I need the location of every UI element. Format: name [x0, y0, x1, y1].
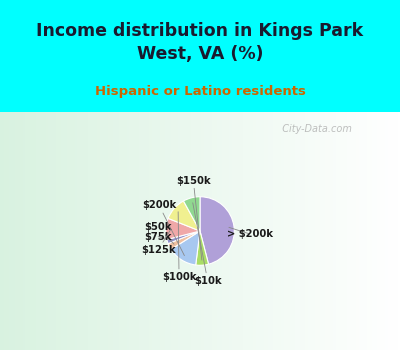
- Wedge shape: [200, 197, 234, 264]
- Text: $100k: $100k: [162, 212, 196, 282]
- Text: $50k: $50k: [144, 222, 174, 244]
- Wedge shape: [196, 231, 208, 265]
- Wedge shape: [166, 218, 200, 239]
- Wedge shape: [168, 201, 200, 231]
- Text: $125k: $125k: [141, 229, 176, 255]
- Wedge shape: [167, 231, 200, 244]
- Text: $75k: $75k: [144, 232, 172, 242]
- Text: $200k: $200k: [142, 200, 184, 256]
- Text: > $200k: > $200k: [226, 228, 272, 239]
- Text: Hispanic or Latino residents: Hispanic or Latino residents: [94, 85, 306, 98]
- Text: Income distribution in Kings Park
West, VA (%): Income distribution in Kings Park West, …: [36, 22, 364, 63]
- Wedge shape: [168, 231, 200, 249]
- Text: City-Data.com: City-Data.com: [276, 124, 352, 134]
- Text: $150k: $150k: [176, 176, 211, 260]
- Text: $10k: $10k: [193, 203, 222, 286]
- Wedge shape: [171, 231, 200, 265]
- Wedge shape: [184, 197, 200, 231]
